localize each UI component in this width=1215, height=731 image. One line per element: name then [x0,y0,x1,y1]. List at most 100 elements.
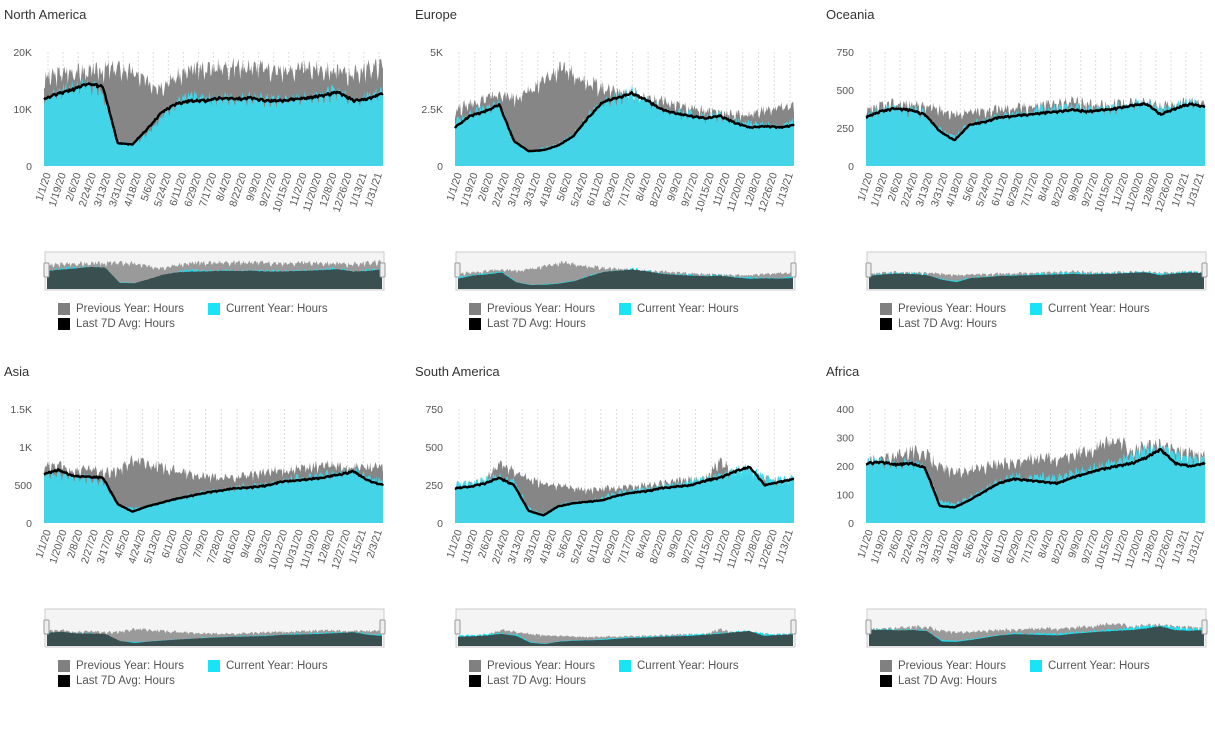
y-tick-label: 0 [437,161,443,173]
y-tick-label: 250 [425,480,443,492]
legend-swatch [58,303,70,315]
legend-current-year[interactable]: Current Year: Hours [208,303,328,315]
chart-canvas: 1/1/201/19/202/6/202/24/203/13/203/31/20… [411,0,811,300]
chart-panel-south-america: South America 1/1/20 1/19/20 2/6/20 2/24/20 3… [411,357,811,722]
y-tick-label: 200 [836,461,854,473]
legend-label: Current Year: Hours [637,660,739,672]
y-tick-label: 400 [836,404,854,416]
chart-panel-north-america: North America 1/1/20 1/19/20 2/6/20 2/24/20 3… [0,0,400,365]
legend-previous-year[interactable]: Previous Year: Hours [58,303,184,315]
legend-previous-year[interactable]: Previous Year: Hours [880,660,1006,672]
y-tick-label: 2.5K [421,104,443,116]
legend-label: Last 7D Avg: Hours [487,318,586,330]
legend-label: Last 7D Avg: Hours [76,675,175,687]
y-tick-label: 250 [836,123,854,135]
navigator-left-handle[interactable] [866,620,871,634]
legend-swatch [58,660,70,672]
legend-label: Current Year: Hours [226,660,328,672]
navigator-right-handle[interactable] [380,620,385,634]
y-tick-label: 0 [26,518,32,530]
legend-previous-year[interactable]: Previous Year: Hours [58,660,184,672]
y-tick-label: 20K [13,47,32,59]
y-tick-label: 750 [425,404,443,416]
y-tick-label: 0 [848,518,854,530]
legend-swatch [880,675,892,687]
y-tick-label: 500 [425,442,443,454]
chart-panel-africa: Africa 1/1/20 1/19/20 2/6/20 2/24/20 3/13/20 3… [822,357,1215,722]
legend-last-7d-avg[interactable]: Last 7D Avg: Hours [880,318,997,330]
legend-current-year[interactable]: Current Year: Hours [208,660,328,672]
legend-swatch [208,660,220,672]
legend-swatch [58,675,70,687]
chart-panel-oceania: Oceania 1/1/20 1/19/20 2/6/20 2/24/20 3/13/20… [822,0,1215,365]
legend-label: Previous Year: Hours [898,303,1006,315]
chart-canvas: 1/1/201/19/202/6/202/24/203/13/203/31/20… [411,357,811,657]
legend-label: Current Year: Hours [226,303,328,315]
legend-current-year[interactable]: Current Year: Hours [1030,660,1150,672]
legend-previous-year[interactable]: Previous Year: Hours [469,660,595,672]
y-tick-label: 750 [836,47,854,59]
chart-canvas: 1/1/201/20/202/8/202/27/203/17/204/5/204… [0,357,400,657]
y-tick-label: 500 [836,85,854,97]
y-tick-label: 10K [13,104,32,116]
legend-label: Current Year: Hours [1048,660,1150,672]
navigator-right-handle[interactable] [1202,263,1207,277]
navigator-right-handle[interactable] [791,263,796,277]
navigator-left-handle[interactable] [44,620,49,634]
legend-last-7d-avg[interactable]: Last 7D Avg: Hours [469,318,586,330]
legend-swatch [469,318,481,330]
legend-swatch [880,318,892,330]
legend-current-year[interactable]: Current Year: Hours [619,303,739,315]
y-tick-label: 0 [437,518,443,530]
chart-canvas: 1/1/201/19/202/6/202/24/203/13/203/31/20… [822,357,1215,657]
legend-swatch [58,318,70,330]
legend-swatch [208,303,220,315]
y-tick-label: 0 [848,161,854,173]
navigator-left-handle[interactable] [44,263,49,277]
legend-current-year[interactable]: Current Year: Hours [1030,303,1150,315]
legend-label: Previous Year: Hours [76,303,184,315]
legend-label: Last 7D Avg: Hours [76,318,175,330]
legend-swatch [1030,660,1042,672]
legend-last-7d-avg[interactable]: Last 7D Avg: Hours [58,675,175,687]
chart-panel-europe: Europe 1/1/20 1/19/20 2/6/20 2/24/20 3/13/20 3… [411,0,811,365]
legend-label: Previous Year: Hours [898,660,1006,672]
navigator-left-handle[interactable] [455,263,460,277]
y-tick-label: 300 [836,433,854,445]
legend-swatch [619,303,631,315]
legend-swatch [469,660,481,672]
legend-swatch [1030,303,1042,315]
y-tick-label: 500 [14,480,32,492]
legend-swatch [619,660,631,672]
navigator-right-handle[interactable] [1202,620,1207,634]
legend-label: Current Year: Hours [637,303,739,315]
navigator-left-handle[interactable] [455,620,460,634]
legend-previous-year[interactable]: Previous Year: Hours [469,303,595,315]
navigator-right-handle[interactable] [380,263,385,277]
y-tick-label: 100 [836,490,854,502]
legend-last-7d-avg[interactable]: Last 7D Avg: Hours [469,675,586,687]
legend-label: Previous Year: Hours [487,660,595,672]
chart-canvas: 1/1/201/19/202/6/202/24/203/13/203/31/20… [0,0,400,300]
navigator-right-handle[interactable] [791,620,796,634]
y-tick-label: 5K [430,47,443,59]
legend-label: Previous Year: Hours [76,660,184,672]
legend-label: Last 7D Avg: Hours [898,675,997,687]
chart-panel-asia: Asia 1/1/20 1/20/20 2/8/20 2/27/20 3/17/20 4/5… [0,357,400,722]
y-tick-label: 1.5K [10,404,32,416]
legend-swatch [469,303,481,315]
legend-previous-year[interactable]: Previous Year: Hours [880,303,1006,315]
legend-label: Previous Year: Hours [487,303,595,315]
legend-last-7d-avg[interactable]: Last 7D Avg: Hours [880,675,997,687]
legend-label: Last 7D Avg: Hours [898,318,997,330]
navigator-left-handle[interactable] [866,263,871,277]
legend-label: Last 7D Avg: Hours [487,675,586,687]
y-tick-label: 1K [19,442,32,454]
legend-last-7d-avg[interactable]: Last 7D Avg: Hours [58,318,175,330]
legend-swatch [880,660,892,672]
chart-canvas: 1/1/201/19/202/6/202/24/203/13/203/31/20… [822,0,1215,300]
legend-swatch [880,303,892,315]
y-tick-label: 0 [26,161,32,173]
legend-current-year[interactable]: Current Year: Hours [619,660,739,672]
legend-label: Current Year: Hours [1048,303,1150,315]
